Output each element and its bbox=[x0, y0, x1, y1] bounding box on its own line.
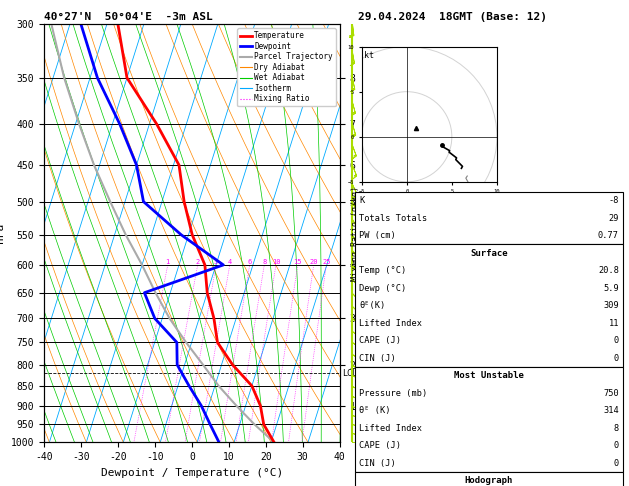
Text: Dewp (°C): Dewp (°C) bbox=[359, 284, 406, 293]
Text: Pressure (mb): Pressure (mb) bbox=[359, 389, 428, 398]
Text: 0: 0 bbox=[614, 354, 619, 363]
Text: 5.9: 5.9 bbox=[603, 284, 619, 293]
Text: 1: 1 bbox=[165, 259, 170, 265]
Text: 750: 750 bbox=[603, 389, 619, 398]
Text: CIN (J): CIN (J) bbox=[359, 459, 396, 468]
Text: Surface: Surface bbox=[470, 249, 508, 258]
Text: 29: 29 bbox=[608, 214, 619, 223]
Text: 8: 8 bbox=[262, 259, 267, 265]
Text: Lifted Index: Lifted Index bbox=[359, 424, 422, 433]
Text: 2: 2 bbox=[196, 259, 200, 265]
Text: Temp (°C): Temp (°C) bbox=[359, 266, 406, 275]
Y-axis label: hPa: hPa bbox=[0, 223, 5, 243]
Text: 11: 11 bbox=[608, 319, 619, 328]
Legend: Temperature, Dewpoint, Parcel Trajectory, Dry Adiabat, Wet Adiabat, Isotherm, Mi: Temperature, Dewpoint, Parcel Trajectory… bbox=[237, 28, 336, 106]
Text: CAPE (J): CAPE (J) bbox=[359, 336, 401, 345]
Y-axis label: km
ASL: km ASL bbox=[372, 233, 389, 255]
Text: 0: 0 bbox=[614, 336, 619, 345]
Text: 6: 6 bbox=[248, 259, 252, 265]
Text: Hodograph: Hodograph bbox=[465, 476, 513, 485]
Text: PW (cm): PW (cm) bbox=[359, 231, 396, 240]
Text: 40°27'N  50°04'E  -3m ASL: 40°27'N 50°04'E -3m ASL bbox=[44, 12, 213, 22]
Text: 0: 0 bbox=[614, 441, 619, 450]
Text: LCL: LCL bbox=[343, 369, 358, 378]
Text: 0.77: 0.77 bbox=[598, 231, 619, 240]
Text: Most Unstable: Most Unstable bbox=[454, 371, 524, 380]
Text: 4: 4 bbox=[228, 259, 232, 265]
Text: 0: 0 bbox=[614, 459, 619, 468]
Text: 20.8: 20.8 bbox=[598, 266, 619, 275]
X-axis label: Dewpoint / Temperature (°C): Dewpoint / Temperature (°C) bbox=[101, 468, 283, 478]
Text: 309: 309 bbox=[603, 301, 619, 310]
Text: © weatheronline.co.uk: © weatheronline.co.uk bbox=[442, 472, 546, 481]
Text: θᴱ(K): θᴱ(K) bbox=[359, 301, 386, 310]
Text: Lifted Index: Lifted Index bbox=[359, 319, 422, 328]
Text: 20: 20 bbox=[309, 259, 318, 265]
Text: Totals Totals: Totals Totals bbox=[359, 214, 428, 223]
Text: -8: -8 bbox=[608, 196, 619, 205]
Text: 29.04.2024  18GMT (Base: 12): 29.04.2024 18GMT (Base: 12) bbox=[359, 12, 547, 22]
Text: 15: 15 bbox=[294, 259, 302, 265]
Text: CIN (J): CIN (J) bbox=[359, 354, 396, 363]
Text: 3: 3 bbox=[214, 259, 218, 265]
Text: 314: 314 bbox=[603, 406, 619, 415]
Text: 8: 8 bbox=[614, 424, 619, 433]
Text: Mixing Ratio (g/kg): Mixing Ratio (g/kg) bbox=[351, 186, 360, 281]
Text: kt: kt bbox=[364, 51, 374, 60]
Text: 10: 10 bbox=[272, 259, 280, 265]
Text: θᴱ (K): θᴱ (K) bbox=[359, 406, 391, 415]
Text: K: K bbox=[359, 196, 364, 205]
Text: CAPE (J): CAPE (J) bbox=[359, 441, 401, 450]
Text: 25: 25 bbox=[322, 259, 331, 265]
